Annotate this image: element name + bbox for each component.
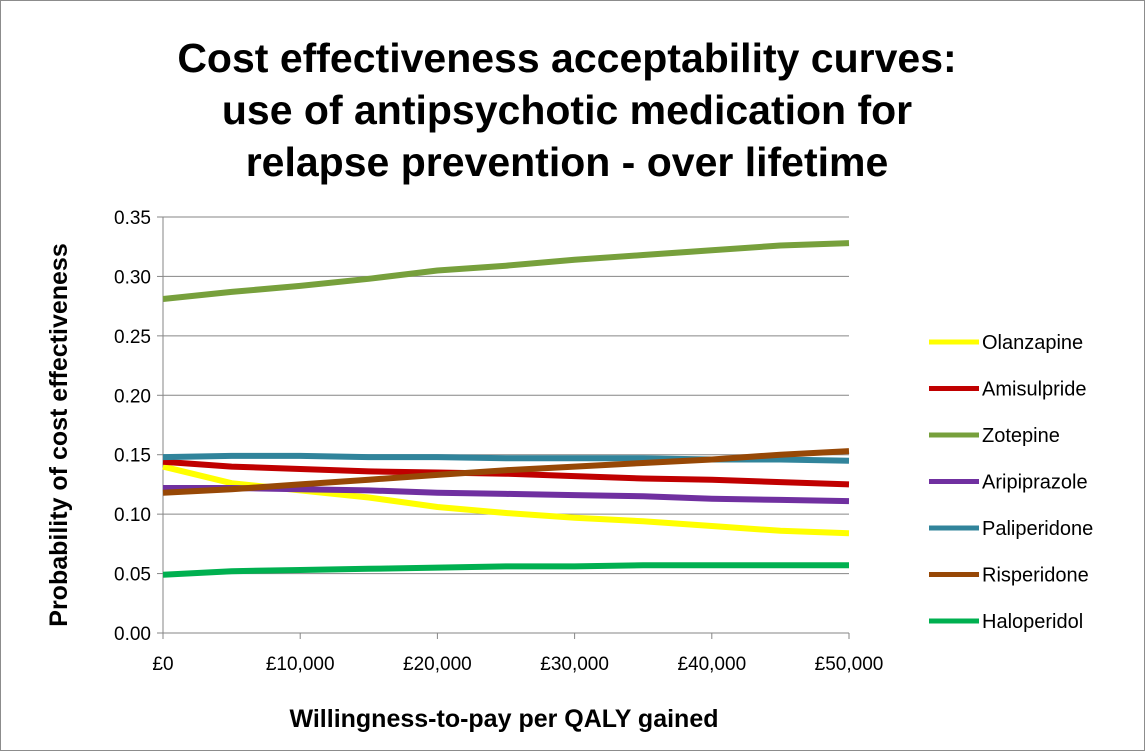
y-tick-label: 0.05	[114, 565, 151, 586]
x-tick-labels: £0 £10,000 £20,000 £30,000 £40,000 £50,000	[152, 654, 883, 675]
y-tick-labels: 0.00 0.05 0.10 0.15 0.20 0.25 0.30 0.35	[114, 208, 151, 645]
legend-label-aripiprazole: Aripiprazole	[982, 472, 1088, 494]
legend-label-olanzapine: Olanzapine	[982, 332, 1083, 354]
axes	[157, 216, 850, 639]
y-tick-label: 0.20	[114, 386, 151, 407]
chart-title: Cost effectiveness acceptability curves:…	[177, 35, 956, 185]
x-tick-label: £30,000	[540, 654, 609, 675]
legend-label-amisulpride: Amisulpride	[982, 379, 1086, 401]
y-tick-label: 0.25	[114, 327, 151, 348]
series-line-zotepine	[162, 240, 850, 302]
y-tick-label: 0.00	[114, 624, 151, 645]
series-line-risperidone	[162, 448, 850, 496]
y-tick-label: 0.15	[114, 446, 151, 467]
title-line-2: use of antipsychotic medication for	[222, 87, 912, 133]
legend-label-risperidone: Risperidone	[982, 565, 1089, 587]
y-tick-label: 0.10	[114, 505, 151, 526]
x-axis-title: Willingness-to-pay per QALY gained	[289, 705, 718, 733]
y-tick-label: 0.30	[114, 267, 151, 288]
legend-label-paliperidone: Paliperidone	[982, 518, 1093, 540]
legend-label-zotepine: Zotepine	[982, 425, 1060, 447]
x-tick-label: £0	[152, 654, 173, 675]
series-lines	[162, 240, 850, 578]
x-tick-label: £50,000	[815, 654, 884, 675]
x-tick-label: £40,000	[677, 654, 746, 675]
y-axis-title: Probability of cost effectiveness	[45, 243, 73, 626]
series-line-haloperidol	[162, 562, 849, 578]
series-line-amisulpride	[162, 458, 850, 488]
gridlines	[163, 216, 849, 575]
title-line-3: relapse prevention - over lifetime	[246, 139, 889, 185]
x-tick-label: £20,000	[403, 654, 472, 675]
legend: Olanzapine Amisulpride Zotepine Aripiprazol…	[929, 332, 1093, 633]
legend-label-haloperidol: Haloperidol	[982, 611, 1083, 633]
x-tick-label: £10,000	[266, 654, 335, 675]
title-line-1: Cost effectiveness acceptability curves:	[177, 35, 956, 81]
y-tick-label: 0.35	[114, 208, 151, 229]
series-line-aripiprazole	[163, 485, 850, 505]
